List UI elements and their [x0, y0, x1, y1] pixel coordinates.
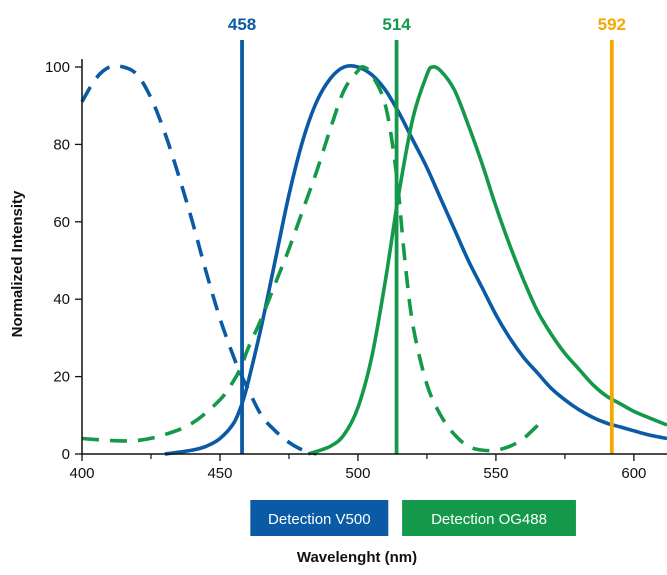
laser-label-514: 514: [382, 15, 411, 34]
y-tick-label: 60: [53, 214, 70, 231]
x-tick-label: 400: [69, 465, 94, 482]
axes: [82, 59, 667, 454]
series-lines: [82, 66, 667, 454]
x-tick-label: 550: [483, 465, 508, 482]
detection-bands: Detection V500 Detection OG488: [250, 500, 576, 536]
detection-band-label: Detection V500: [268, 511, 371, 528]
y-tick-label: 20: [53, 369, 70, 386]
tick-marks: 400 450 500 550 600 0 20 40 60 80 100: [45, 59, 646, 482]
series-og488-excitation: [82, 67, 540, 451]
x-tick-label: 450: [207, 465, 232, 482]
y-tick-label: 0: [62, 446, 70, 463]
y-tick-label: 100: [45, 59, 70, 76]
x-tick-label: 500: [345, 465, 370, 482]
y-tick-label: 40: [53, 291, 70, 308]
x-tick-label: 600: [621, 465, 646, 482]
y-axis-title: Normalized Intensity: [9, 190, 26, 337]
x-axis-title: Wavelenght (nm): [297, 549, 417, 566]
laser-label-592: 592: [598, 15, 626, 34]
laser-label-458: 458: [228, 15, 256, 34]
series-v500-excitation: [82, 66, 317, 454]
y-tick-label: 80: [53, 136, 70, 153]
detection-band-label: Detection OG488: [431, 511, 547, 528]
series-v500-emission: [165, 66, 667, 454]
